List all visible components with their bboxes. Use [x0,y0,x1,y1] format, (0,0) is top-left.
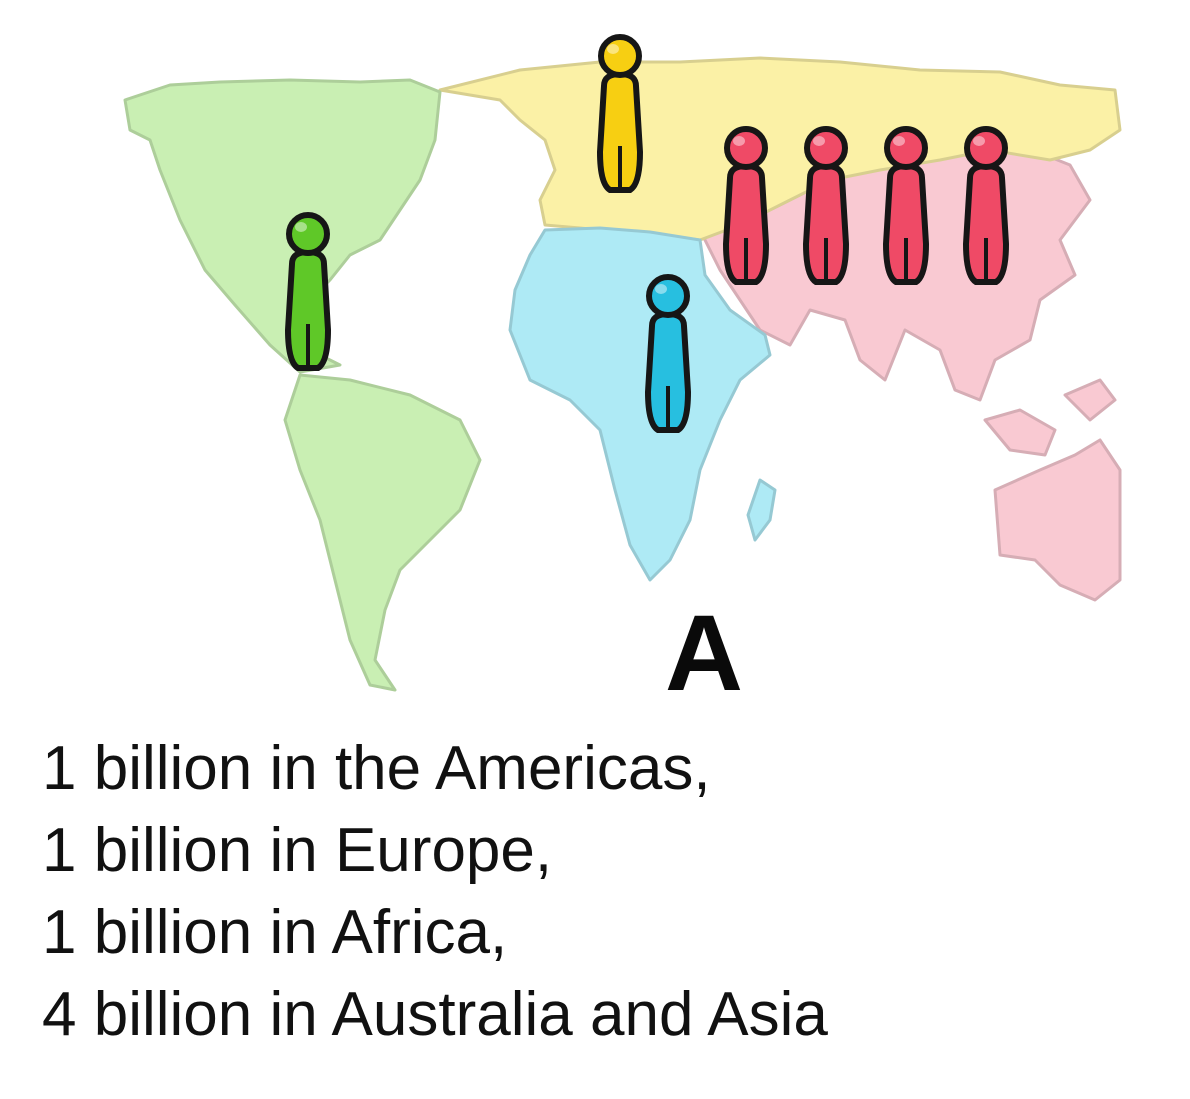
person-figure-africa [645,274,691,433]
person-figure-europe [597,34,643,193]
person-figure-americas [285,212,331,371]
person-figure-asia-3 [883,126,929,285]
person-figure-asia-2 [803,126,849,285]
population-caption: 1 billion in the Americas, 1 billion in … [42,728,1142,1056]
caption-line-africa: 1 billion in Africa, [42,898,508,967]
region-americas [123,78,482,692]
caption-line-asia: 4 billion in Australia and Asia [42,980,828,1049]
world-population-map [123,34,1122,692]
panel-label: A [665,592,745,713]
region-africa [508,226,777,582]
person-figure-asia-1 [723,126,769,285]
person-figure-asia-4 [963,126,1009,285]
caption-line-europe: 1 billion in Europe, [42,816,553,885]
caption-line-americas: 1 billion in the Americas, [42,734,711,803]
